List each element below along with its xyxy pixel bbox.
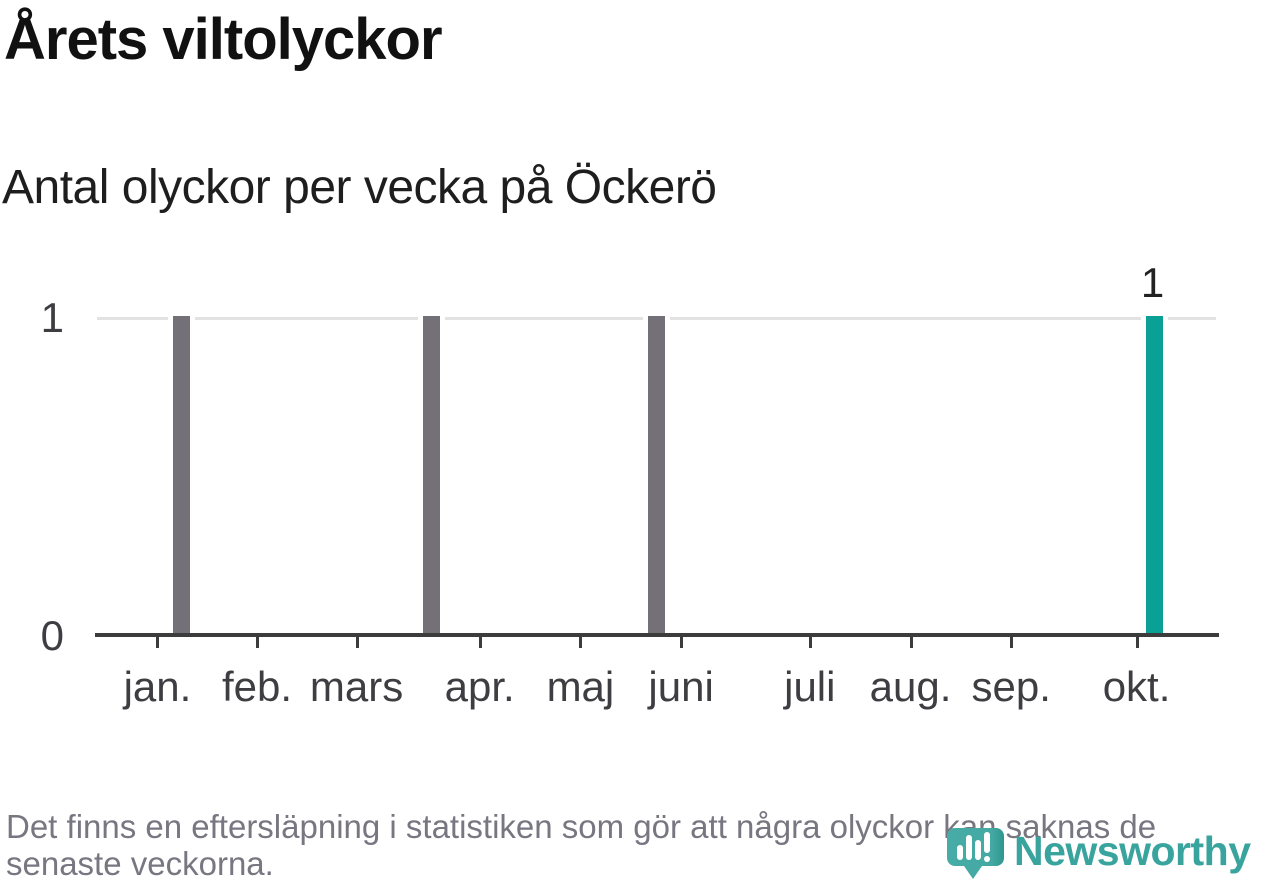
bar-week-januari [167,316,195,633]
page-title: Årets viltolyckor [4,7,443,72]
x-tick-jan. [156,637,160,648]
chart-subtitle: Antal olyckor per vecka på Öckerö [2,161,717,214]
x-tick-juli [808,637,812,648]
x-label-maj: maj [546,663,615,710]
bar-value-label: 1 [1140,259,1165,306]
x-label-apr.: apr. [444,663,515,710]
x-label-juli: juli [784,663,836,710]
x-tick-feb. [256,637,260,648]
x-label-aug.: aug. [869,663,952,710]
x-label-mars: mars [309,663,404,710]
x-tick-okt. [1135,637,1139,648]
brand-name: Newsworthy [1014,828,1251,874]
x-label-juni: juni [648,663,714,710]
x-label-jan.: jan. [123,663,192,710]
x-label-okt.: okt. [1102,663,1171,710]
y-tick-label-1: 1 [40,294,64,341]
bar-week-juni [643,316,670,633]
x-tick-aug. [909,637,913,648]
x-tick-juni [680,637,684,648]
x-axis-line [95,633,1219,637]
x-tick-apr. [478,637,482,648]
x-label-sep.: sep. [971,663,1051,710]
x-tick-mars [355,637,359,648]
bar-week-april [418,316,446,633]
x-tick-sep. [1010,637,1014,648]
y-tick-label-0: 0 [40,612,64,659]
bar-chart-speech-bubble-icon [947,828,1004,879]
brand: Newsworthy [947,826,1262,879]
x-label-feb.: feb. [221,663,293,710]
x-tick-maj [579,637,583,648]
bar-week-oktober [1141,316,1169,633]
